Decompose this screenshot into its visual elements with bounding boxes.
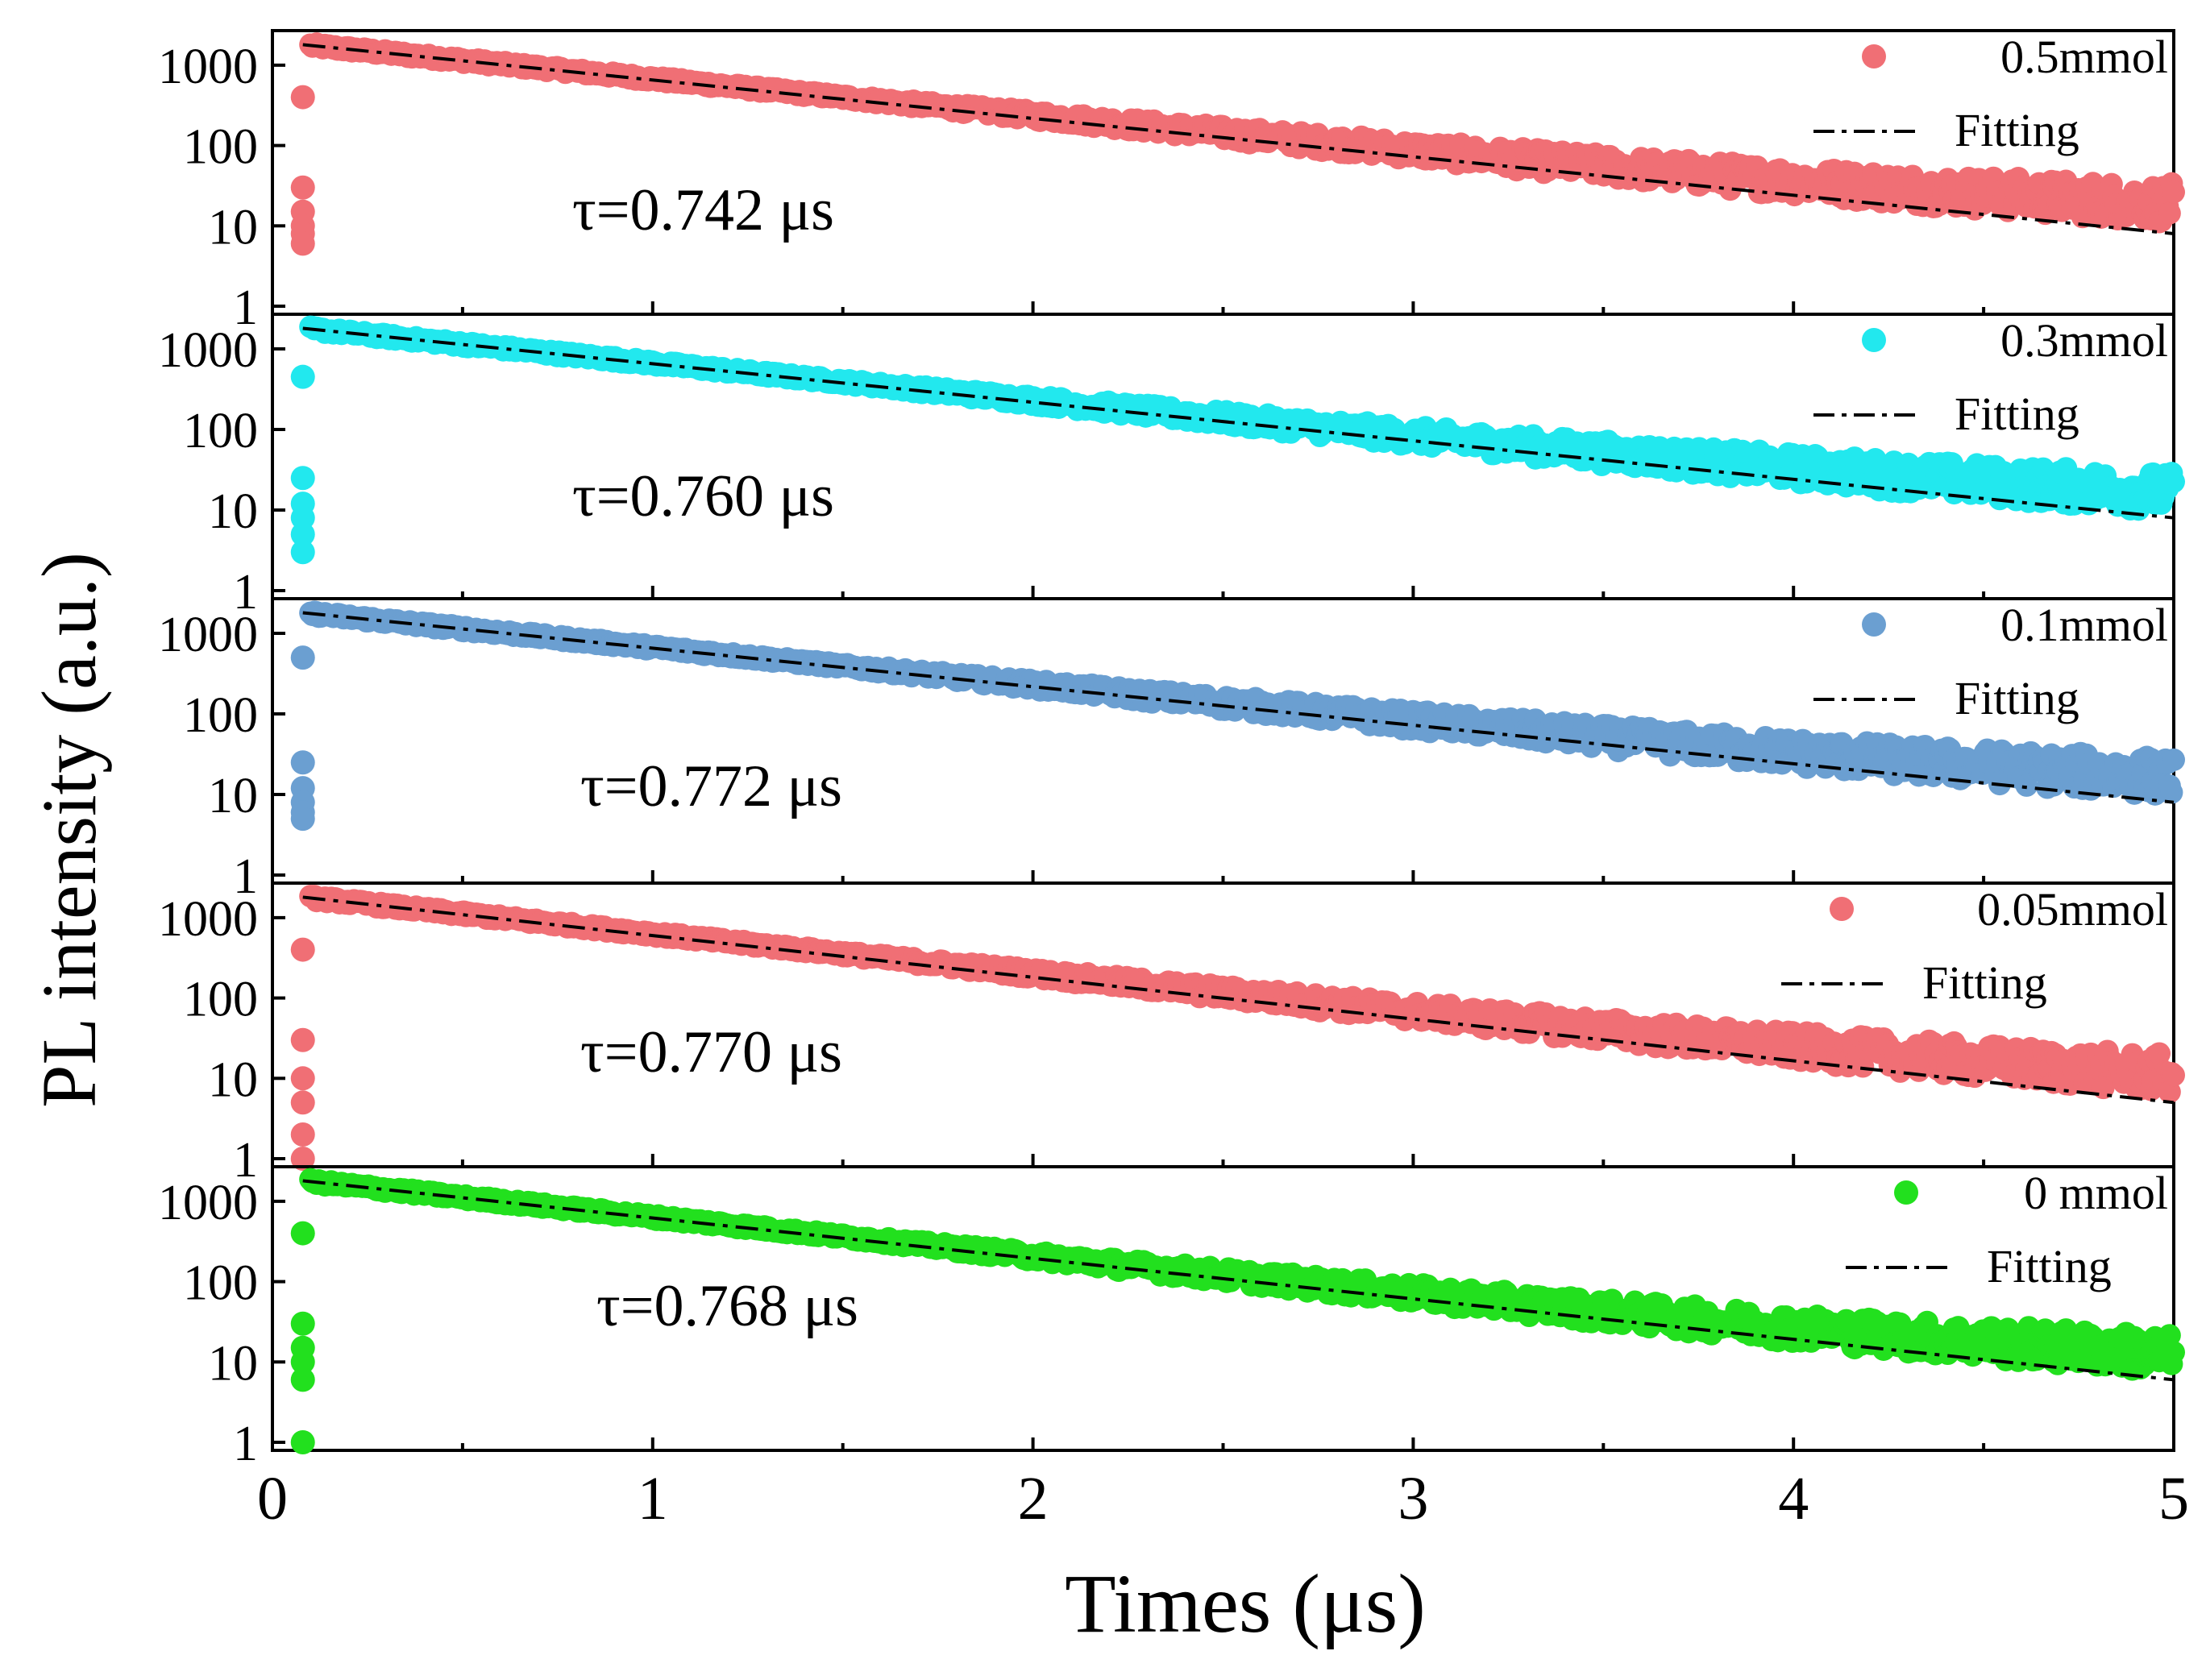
legend-label-fitting: Fitting <box>1922 956 2047 1009</box>
x-tick-label: 1 <box>638 1465 668 1533</box>
y-tick-label: 100 <box>183 404 258 458</box>
legend-marker <box>1862 612 1886 637</box>
data-point <box>290 937 315 962</box>
data-point <box>290 540 315 565</box>
data-point <box>290 807 315 832</box>
fitting-line <box>302 43 2175 235</box>
legend-label-fitting: Fitting <box>1955 104 2079 156</box>
data-point <box>2158 201 2181 225</box>
data-point <box>290 231 315 256</box>
x-tick-label: 0 <box>257 1465 288 1533</box>
tau-annotation: τ=0.768 μs <box>596 1273 858 1339</box>
data-points-2 <box>290 315 2185 565</box>
data-point <box>290 645 315 670</box>
data-point <box>290 1027 315 1052</box>
y-tick-label: 1000 <box>158 39 258 94</box>
x-tick-label: 5 <box>2158 1465 2189 1533</box>
legend-label-fitting: Fitting <box>1955 672 2079 724</box>
legend-label-points: 0.5mmol <box>2000 31 2168 83</box>
legend-marker <box>1830 897 1854 921</box>
tau-annotation: τ=0.742 μs <box>572 177 834 243</box>
legend-label-points: 0.1mmol <box>2000 599 2168 651</box>
data-point <box>290 364 315 389</box>
x-tick-label: 4 <box>1778 1465 1809 1533</box>
y-tick-label: 1 <box>233 280 258 335</box>
panel-2: 1 10 100 1000 0.3mmol Fitting τ=0.760 μs <box>158 313 2185 620</box>
y-tick-label: 10 <box>208 484 258 539</box>
legend-label-points: 0.05mmol <box>1977 883 2168 935</box>
y-tick-label: 1 <box>233 1417 258 1471</box>
legend-label-points: 0 mmol <box>2024 1167 2168 1219</box>
data-point <box>290 466 315 491</box>
x-axis-label: Times (μs) <box>1065 1558 1426 1650</box>
y-tick-label: 100 <box>183 120 258 175</box>
y-tick-label: 1000 <box>158 1176 258 1230</box>
y-tick-label: 10 <box>208 769 258 823</box>
y-tick-label: 10 <box>208 200 258 255</box>
panel-1: 1 10 100 1000 0.5mmol Fitting τ=0.742 μs <box>158 29 2185 335</box>
y-axis-label: PL intensity (a.u.) <box>26 552 112 1108</box>
x-tick-label: 3 <box>1398 1465 1428 1533</box>
panel-5: 1 10 100 1000 0 mmol Fitting τ=0.768 μs <box>158 1165 2185 1471</box>
legend-label-fitting: Fitting <box>1955 388 2079 440</box>
x-tick-label: 2 <box>1018 1465 1049 1533</box>
tau-annotation: τ=0.760 μs <box>572 463 834 529</box>
y-tick-label: 100 <box>183 973 258 1027</box>
data-point <box>290 522 315 547</box>
legend-marker <box>1894 1180 1918 1205</box>
data-point <box>290 1221 315 1246</box>
legend-label-fitting: Fitting <box>1987 1240 2112 1292</box>
data-point <box>2162 1064 2185 1087</box>
data-point <box>2162 748 2185 771</box>
data-point <box>290 1122 315 1147</box>
data-point <box>290 1066 315 1091</box>
y-tick-label: 1000 <box>158 608 258 662</box>
legend-marker <box>1862 44 1886 68</box>
data-point <box>290 175 315 200</box>
y-tick-label: 10 <box>208 1052 258 1107</box>
data-point <box>290 750 315 775</box>
tau-annotation: τ=0.770 μs <box>580 1019 842 1085</box>
data-point <box>290 1311 315 1336</box>
data-point <box>290 1430 315 1454</box>
data-point <box>290 85 315 110</box>
fitting-line <box>302 1179 2175 1382</box>
data-point <box>2162 180 2185 204</box>
y-tick-label: 10 <box>208 1336 258 1391</box>
data-point <box>290 1090 315 1115</box>
y-tick-label: 1 <box>233 565 258 620</box>
data-point <box>290 1367 315 1392</box>
y-tick-label: 1000 <box>158 892 258 947</box>
legend-label-points: 0.3mmol <box>2000 314 2168 367</box>
y-tick-label: 100 <box>183 688 258 743</box>
data-point <box>2162 470 2185 493</box>
data-point <box>2162 1341 2185 1364</box>
legend-marker <box>1862 328 1886 352</box>
data-point <box>2160 781 2183 804</box>
tau-annotation: τ=0.772 μs <box>580 753 842 819</box>
y-tick-label: 1000 <box>158 323 258 378</box>
data-points-3 <box>290 600 2185 832</box>
y-tick-label: 100 <box>183 1256 258 1311</box>
